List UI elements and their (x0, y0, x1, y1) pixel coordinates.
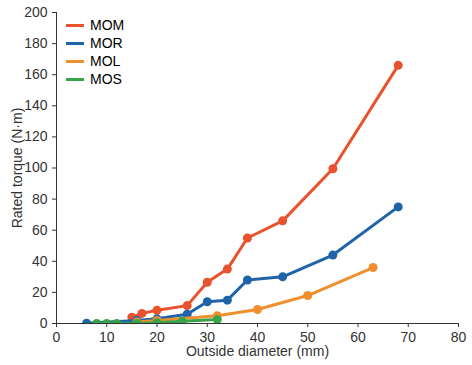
svg-text:40: 40 (249, 329, 266, 346)
svg-text:200: 200 (24, 4, 48, 20)
svg-text:140: 140 (24, 97, 48, 113)
svg-text:Rated torque (N·m): Rated torque (N·m) (9, 108, 25, 229)
svg-text:50: 50 (300, 329, 316, 346)
svg-text:0: 0 (53, 329, 61, 345)
svg-text:10: 10 (99, 329, 115, 345)
svg-text:180: 180 (24, 35, 48, 51)
svg-text:40: 40 (32, 253, 48, 269)
svg-text:60: 60 (32, 222, 48, 238)
svg-text:20: 20 (149, 329, 165, 345)
svg-text:70: 70 (400, 329, 416, 345)
html-text:MOL: MOL (90, 53, 121, 69)
html-text:MOM: MOM (90, 17, 125, 33)
svg-text:80: 80 (451, 329, 467, 345)
html-text:MOS: MOS (90, 71, 122, 87)
svg-text:20: 20 (32, 284, 48, 300)
svg-text:60: 60 (350, 329, 366, 345)
svg-text:0: 0 (40, 315, 48, 331)
svg-text:30: 30 (199, 329, 215, 346)
svg-text:120: 120 (24, 128, 48, 144)
svg-text:100: 100 (24, 159, 48, 175)
svg-text:Outside diameter (mm): Outside diameter (mm) (186, 343, 329, 359)
svg-text:80: 80 (32, 191, 48, 207)
html-text:MOR: MOR (90, 35, 123, 51)
svg-text:160: 160 (24, 66, 48, 82)
